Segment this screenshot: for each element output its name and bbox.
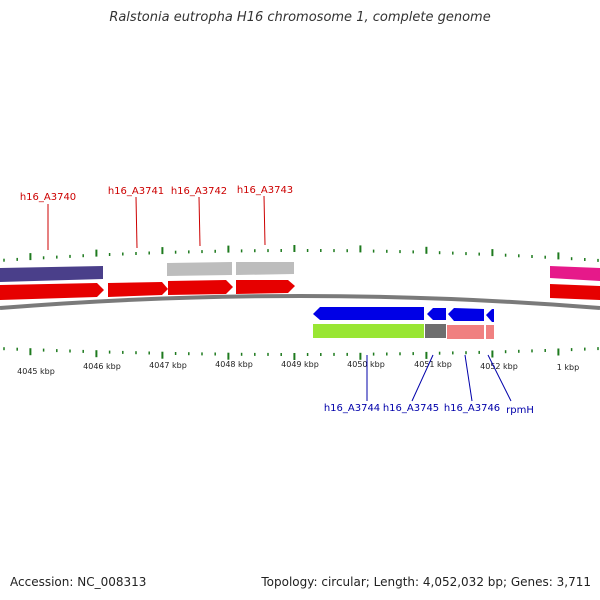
gene-arrow-h16-a3742[interactable]	[168, 280, 233, 295]
accession-text: Accession: NC_008313	[10, 575, 147, 589]
genome-stats-text: Topology: circular; Length: 4,052,032 bp…	[261, 575, 591, 589]
reverse-gene-labels: h16_A3744 h16_A3745 h16_A3746 rpmH	[324, 354, 534, 416]
chromosome-backbone	[0, 294, 600, 310]
gene-arrow-h16-a3740[interactable]	[0, 283, 104, 300]
leader-line	[487, 354, 512, 402]
gene-arrow-h16-a3744[interactable]	[313, 307, 424, 320]
scale-label: 4048 kbp	[215, 360, 253, 369]
forward-gene-labels: h16_A3740 h16_A3741 h16_A3742 h16_A3743	[20, 185, 293, 250]
scale-label: 4051 kbp	[414, 360, 452, 369]
leader-line	[135, 196, 138, 249]
tick-marks-bottom	[3, 347, 599, 360]
gene-feature-gray-1[interactable]	[167, 262, 232, 276]
leader-line	[464, 354, 473, 402]
reverse-track-lower	[313, 324, 494, 339]
scale-label: 4046 kbp	[83, 362, 121, 371]
gene-arrow-right-edge[interactable]	[550, 284, 600, 300]
gene-label-h16-a3742[interactable]: h16_A3742	[171, 186, 227, 197]
leader-line	[198, 196, 201, 247]
gene-label-h16-a3744[interactable]: h16_A3744	[324, 403, 380, 414]
tick-marks-top	[3, 245, 599, 262]
gene-arrow-h16-a3746[interactable]	[448, 308, 484, 321]
leader-line	[411, 354, 434, 402]
gene-feature-magenta[interactable]	[550, 266, 600, 281]
gene-arrow-h16-a3741[interactable]	[108, 282, 168, 297]
page-title: Ralstonia eutropha H16 chromosome 1, com…	[109, 10, 491, 25]
forward-track-upper	[0, 262, 600, 282]
gene-label-h16-a3746[interactable]: h16_A3746	[444, 403, 500, 414]
gene-feature-darkgray[interactable]	[425, 324, 446, 338]
leader-line	[263, 195, 266, 246]
scale-label: 1 kbp	[557, 363, 579, 372]
gene-feature-green[interactable]	[313, 324, 424, 338]
gene-label-h16-a3743[interactable]: h16_A3743	[237, 185, 293, 196]
gene-feature-purple[interactable]	[0, 266, 103, 282]
forward-track-genes	[0, 280, 600, 300]
scale-label: 4049 kbp	[281, 360, 319, 369]
gene-arrow-h16-a3745[interactable]	[427, 308, 446, 320]
gene-label-h16-a3740[interactable]: h16_A3740	[20, 192, 76, 203]
gene-arrow-rpmh[interactable]	[486, 309, 494, 322]
gene-label-rpmh[interactable]: rpmH	[506, 405, 534, 416]
gene-label-h16-a3745[interactable]: h16_A3745	[383, 403, 439, 414]
gene-feature-pink-small[interactable]	[486, 325, 494, 339]
gene-feature-gray-2[interactable]	[236, 262, 294, 275]
gene-feature-pink[interactable]	[447, 325, 484, 339]
scale-labels: 4045 kbp 4046 kbp 4047 kbp 4048 kbp 4049…	[17, 360, 579, 376]
gene-label-h16-a3741[interactable]: h16_A3741	[108, 186, 164, 197]
reverse-track-genes	[313, 307, 494, 322]
gene-arrow-h16-a3743[interactable]	[236, 280, 295, 294]
scale-label: 4050 kbp	[347, 360, 385, 369]
scale-label: 4047 kbp	[149, 361, 187, 370]
scale-label: 4052 kbp	[480, 362, 518, 371]
scale-label: 4045 kbp	[17, 367, 55, 376]
